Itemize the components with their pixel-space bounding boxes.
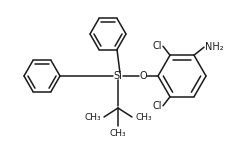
Text: Cl: Cl — [153, 41, 162, 51]
Text: O: O — [139, 71, 147, 81]
Text: Cl: Cl — [153, 101, 162, 111]
Text: Si: Si — [114, 71, 123, 81]
Text: CH₃: CH₃ — [135, 113, 152, 122]
Text: NH₂: NH₂ — [205, 42, 224, 52]
Text: CH₃: CH₃ — [84, 113, 101, 122]
Text: CH₃: CH₃ — [110, 129, 126, 138]
